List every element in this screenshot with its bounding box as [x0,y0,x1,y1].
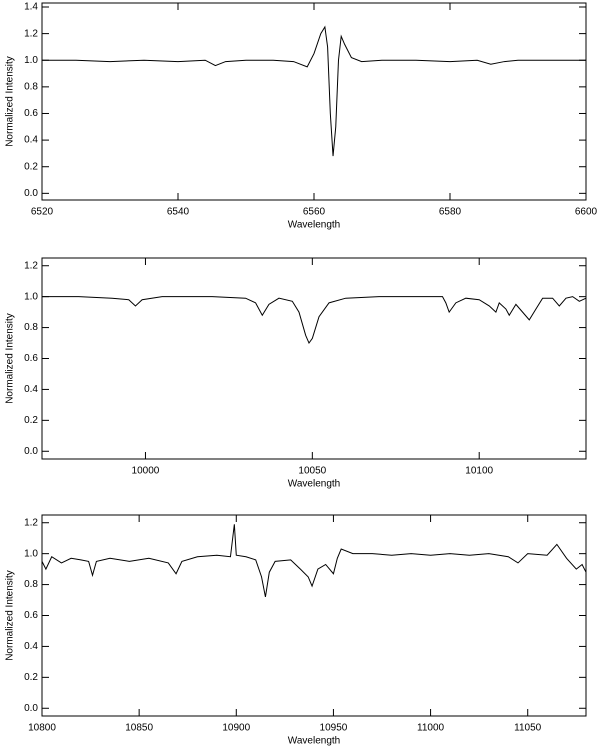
spectrum-line [42,296,587,345]
y-tick-label: 0.2 [24,415,38,426]
y-tick-label: 1.0 [24,55,38,66]
x-tick-label: 6580 [439,207,462,218]
x-tick-label: 11000 [417,723,445,734]
x-axis-label: Wavelength [288,479,340,490]
y-tick-label: 0.6 [24,610,38,621]
y-tick-label: 1.4 [24,2,38,13]
y-tick-label: 0.8 [24,579,38,590]
x-tick-label: 6520 [31,207,54,218]
y-tick-label: 1.2 [24,260,38,271]
x-tick-label: 10850 [125,723,153,734]
x-tick-label: 11050 [514,723,542,734]
y-tick-label: 0.6 [24,108,38,119]
x-axis-label: Wavelength [288,736,340,747]
y-tick-label: 1.0 [24,291,38,302]
spectrum-line [42,25,586,157]
x-tick-label: 10000 [132,466,160,477]
y-tick-label: 0.4 [24,135,38,146]
x-axis-label: Wavelength [288,220,340,231]
plot-frame [41,2,587,201]
y-axis-label: Normalized Intensity [5,313,16,404]
y-tick-label: 0.8 [24,81,38,92]
y-tick-label: 0.0 [24,446,38,457]
x-tick-label: 10050 [298,466,326,477]
y-tick-label: 0.8 [24,322,38,333]
y-tick-label: 1.2 [24,517,38,528]
x-tick-label: 10950 [320,723,348,734]
spectrum-line [41,524,587,598]
y-tick-label: 0.6 [24,353,38,364]
y-tick-label: 0.0 [24,703,38,714]
plot-frame [41,514,587,717]
y-tick-label: 0.0 [24,188,38,199]
x-tick-label: 10800 [28,723,56,734]
y-axis-label: Normalized Intensity [5,570,16,661]
x-tick-label: 6540 [167,207,190,218]
x-tick-label: 10900 [222,723,250,734]
y-tick-label: 0.2 [24,672,38,683]
y-tick-label: 0.2 [24,161,38,172]
y-axis-label: Normalized Intensity [5,56,16,147]
y-tick-label: 0.4 [24,384,38,395]
x-tick-label: 10100 [465,466,493,477]
y-tick-label: 1.0 [24,548,38,559]
x-tick-label: 6600 [575,207,598,218]
y-tick-label: 1.2 [24,28,38,39]
x-tick-label: 6560 [303,207,326,218]
plot-frame [41,257,587,460]
y-tick-label: 0.4 [24,641,38,652]
